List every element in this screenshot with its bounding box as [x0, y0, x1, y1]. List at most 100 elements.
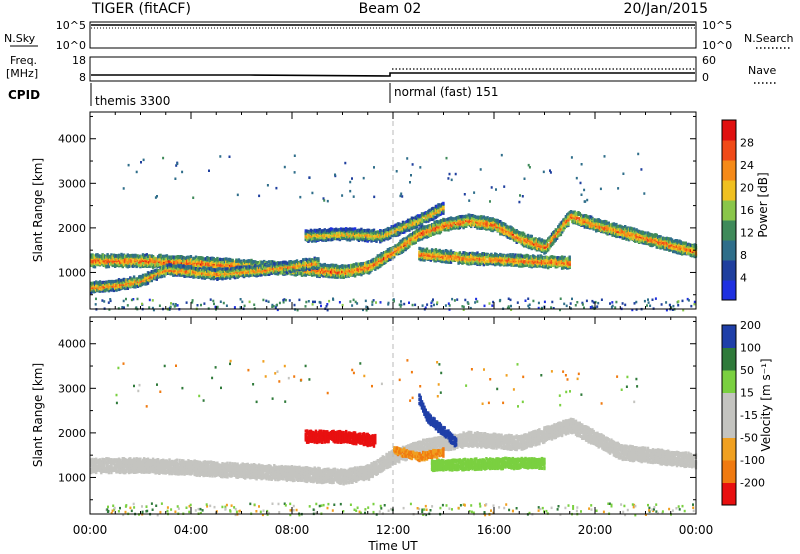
data-cell	[393, 245, 396, 249]
data-cell	[197, 261, 200, 265]
data-cell	[366, 263, 369, 267]
data-cell	[510, 234, 513, 238]
nsearch-label: N.Search	[744, 32, 794, 45]
data-cell	[107, 265, 111, 269]
data-cell	[584, 224, 588, 228]
data-cell	[342, 272, 345, 276]
freq-unit-label: [MHz]	[6, 67, 38, 80]
data-cell	[429, 227, 432, 231]
data-cell	[236, 259, 239, 263]
data-cell	[571, 215, 574, 219]
data-cell	[452, 223, 455, 227]
data-cell	[490, 225, 493, 229]
data-cell	[578, 212, 581, 216]
data-cell	[621, 233, 624, 237]
cpid-mode-2: normal (fast) 151	[394, 85, 498, 99]
data-cell	[504, 229, 507, 233]
data-cell	[425, 227, 429, 232]
data-cell	[564, 215, 568, 219]
data-cell	[430, 226, 434, 230]
data-cell	[437, 227, 440, 232]
data-cell	[132, 275, 136, 279]
data-cell	[548, 243, 551, 248]
data-cell	[523, 244, 526, 248]
data-cell	[380, 252, 383, 256]
data-cell	[553, 238, 556, 242]
data-cell	[466, 214, 469, 218]
data-cell	[544, 243, 547, 247]
data-cell	[328, 264, 331, 268]
data-cell	[486, 221, 489, 225]
data-cell	[613, 223, 617, 227]
data-cell	[504, 226, 507, 230]
data-cell	[173, 259, 176, 263]
data-cell	[191, 262, 194, 266]
data-cell	[621, 236, 624, 240]
data-cell	[381, 260, 384, 265]
data-cell	[203, 261, 206, 266]
data-cell	[237, 262, 241, 266]
data-cell	[453, 217, 456, 221]
data-cell	[201, 260, 204, 264]
data-cell	[433, 228, 436, 232]
data-cell	[153, 256, 156, 260]
data-cell	[603, 226, 607, 230]
data-cell	[331, 275, 334, 279]
data-cell	[560, 227, 564, 231]
data-cell	[356, 267, 359, 271]
data-cell	[437, 220, 440, 224]
data-cell	[319, 265, 323, 270]
data-cell	[120, 264, 123, 268]
data-cell	[544, 240, 547, 244]
data-cell	[500, 229, 503, 233]
data-cell	[322, 274, 325, 278]
data-cell	[327, 264, 330, 268]
data-cell	[411, 237, 415, 241]
data-cell	[528, 240, 531, 244]
data-cell	[199, 259, 203, 263]
data-cell	[150, 257, 153, 261]
data-cell	[108, 257, 112, 261]
nave-label: Nave	[748, 64, 776, 77]
data-cell	[233, 260, 237, 264]
data-cell	[533, 240, 536, 244]
data-cell	[598, 219, 602, 223]
data-cell	[454, 220, 458, 224]
data-cell	[459, 222, 463, 226]
data-cell	[96, 254, 99, 259]
data-cell	[427, 231, 430, 235]
data-cell	[419, 228, 422, 232]
data-cell	[302, 270, 305, 274]
data-cell	[523, 232, 526, 236]
data-cell	[404, 238, 407, 242]
data-cell	[114, 257, 117, 261]
data-cell	[453, 220, 456, 224]
data-cell	[105, 263, 108, 268]
data-cell	[554, 230, 557, 234]
data-cell	[196, 265, 199, 269]
data-cell	[534, 239, 537, 243]
data-cell	[550, 242, 554, 247]
data-cell	[163, 258, 166, 262]
data-cell	[548, 236, 551, 240]
data-cell	[96, 263, 99, 267]
data-cell	[399, 242, 402, 246]
data-cell	[483, 221, 487, 226]
data-cell	[538, 237, 541, 241]
data-cell	[379, 260, 382, 264]
data-cell	[163, 256, 166, 260]
data-cell	[155, 262, 158, 266]
data-cell	[593, 226, 597, 230]
data-cell	[490, 218, 493, 222]
data-cell	[601, 222, 604, 226]
data-cell	[534, 243, 537, 247]
data-cell	[318, 262, 321, 266]
data-cell	[568, 214, 571, 218]
data-cell	[338, 271, 342, 275]
data-cell	[462, 220, 465, 224]
data-cell	[95, 262, 98, 266]
data-cell	[322, 267, 325, 271]
data-cell	[114, 263, 117, 267]
data-cell	[372, 266, 376, 270]
data-cell	[151, 262, 155, 266]
